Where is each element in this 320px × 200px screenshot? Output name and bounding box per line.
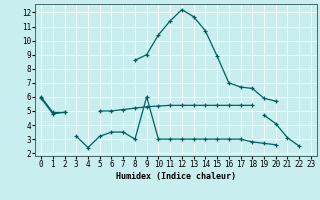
X-axis label: Humidex (Indice chaleur): Humidex (Indice chaleur)	[116, 172, 236, 181]
